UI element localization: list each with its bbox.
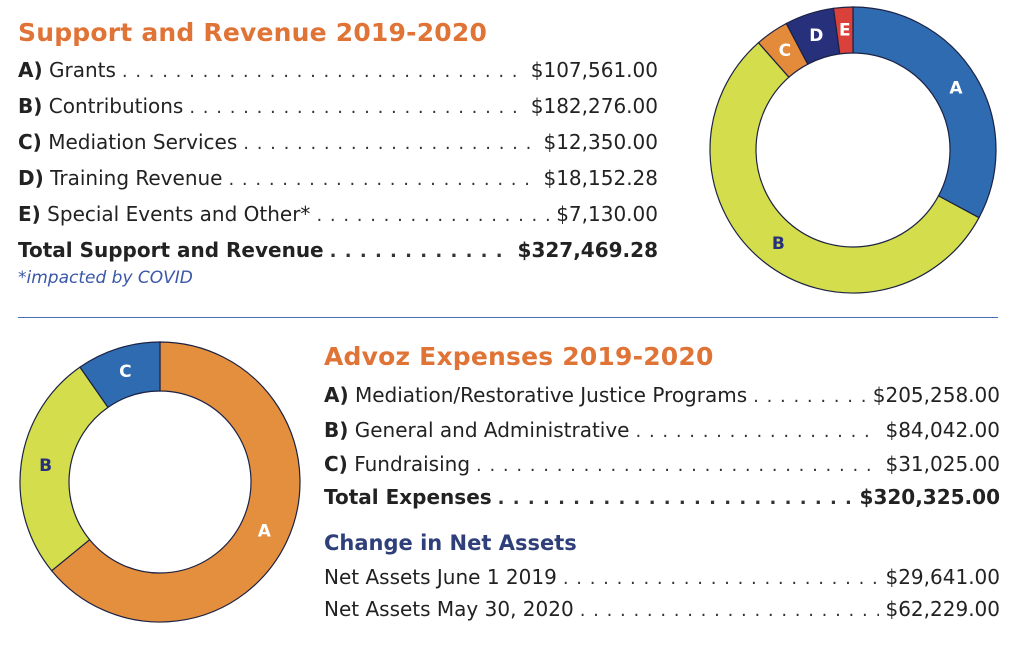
revenue-slice-label-b: B <box>772 234 785 254</box>
revenue-value: $7,130.00 <box>556 202 658 226</box>
revenue-label: Mediation Services <box>48 130 238 154</box>
leader-dots <box>580 600 880 621</box>
leader-dots <box>498 488 854 509</box>
leader-dots <box>189 97 524 118</box>
covid-note: *impacted by COVID <box>18 268 193 288</box>
leader-dots <box>476 455 879 476</box>
leader-dots <box>243 133 537 154</box>
expense-label: Fundraising <box>354 452 471 476</box>
leader-dots <box>228 169 537 190</box>
net-assets-title: Change in Net Assets <box>324 531 577 555</box>
net-assets-row-start: Net Assets June 1 2019 $29,641.00 <box>324 565 1000 589</box>
revenue-row-c: C) Mediation Services $12,350.00 <box>18 130 658 154</box>
revenue-row-a: A) Grants $107,561.00 <box>18 58 658 82</box>
revenue-value: $107,561.00 <box>530 58 658 82</box>
expense-key: B) <box>324 418 349 442</box>
leader-dots <box>316 205 550 226</box>
expenses-slice-c <box>79 341 161 409</box>
revenue-key: E) <box>18 202 41 226</box>
leader-dots <box>753 386 867 407</box>
revenue-slice-label-d: D <box>809 26 823 46</box>
expenses-slice-a <box>50 341 301 623</box>
expenses-slice-b <box>19 366 109 572</box>
expense-value: $31,025.00 <box>885 452 1000 476</box>
net-assets-label: Net Assets June 1 2019 <box>324 565 557 589</box>
revenue-label: Contributions <box>48 94 184 118</box>
revenue-row-d: D) Training Revenue $18,152.28 <box>18 166 658 190</box>
expense-row-c: C) Fundraising $31,025.00 <box>324 452 1000 476</box>
section-divider <box>18 317 998 318</box>
expenses-donut-chart: A B C <box>19 341 301 623</box>
revenue-label: Training Revenue <box>50 166 223 190</box>
revenue-value: $12,350.00 <box>543 130 658 154</box>
revenue-slice-b <box>709 41 980 294</box>
revenue-slice-a <box>852 6 997 219</box>
revenue-donut-chart: A B CD E <box>709 6 997 294</box>
expense-label: Mediation/Restorative Justice Programs <box>354 383 748 407</box>
expenses-slice-label-a: A <box>258 521 272 541</box>
revenue-total-label: Total Support and Revenue <box>18 238 324 262</box>
expenses-total-row: Total Expenses $320,325.00 <box>324 485 1000 509</box>
revenue-key: D) <box>18 166 44 190</box>
expenses-title: Advoz Expenses 2019-2020 <box>324 342 714 371</box>
net-assets-value: $62,229.00 <box>885 597 1000 621</box>
expense-key: C) <box>324 452 348 476</box>
leader-dots <box>563 568 880 589</box>
expense-row-b: B) General and Administrative $84,042.00 <box>324 418 1000 442</box>
expense-label: General and Administrative <box>354 418 630 442</box>
net-assets-row-end: Net Assets May 30, 2020 $62,229.00 <box>324 597 1000 621</box>
revenue-total-row: Total Support and Revenue $327,469.28 <box>18 238 658 262</box>
revenue-key: A) <box>18 58 43 82</box>
leader-dots <box>122 61 525 82</box>
expenses-total-label: Total Expenses <box>324 485 492 509</box>
revenue-row-b: B) Contributions $182,276.00 <box>18 94 658 118</box>
net-assets-label: Net Assets May 30, 2020 <box>324 597 574 621</box>
expenses-slice-label-b: B <box>39 456 52 476</box>
revenue-label: Special Events and Other* <box>47 202 311 226</box>
revenue-row-e: E) Special Events and Other* $7,130.00 <box>18 202 658 226</box>
expense-value: $205,258.00 <box>872 383 1000 407</box>
revenue-slice-label-c: C <box>779 41 791 61</box>
expenses-slice-label-c: C <box>119 362 131 382</box>
revenue-title: Support and Revenue 2019-2020 <box>18 18 488 47</box>
revenue-slice-label-e: E <box>839 20 851 40</box>
leader-dots <box>330 241 512 262</box>
expenses-total-value: $320,325.00 <box>859 485 1000 509</box>
revenue-key: C) <box>18 130 42 154</box>
revenue-slice-e <box>832 6 854 55</box>
revenue-slice-label-a: A <box>949 78 963 98</box>
revenue-label: Grants <box>48 58 116 82</box>
expense-value: $84,042.00 <box>885 418 1000 442</box>
expense-key: A) <box>324 383 349 407</box>
revenue-key: B) <box>18 94 43 118</box>
net-assets-value: $29,641.00 <box>885 565 1000 589</box>
leader-dots <box>636 421 880 442</box>
revenue-total-value: $327,469.28 <box>517 238 658 262</box>
revenue-value: $18,152.28 <box>543 166 658 190</box>
expense-row-a: A) Mediation/Restorative Justice Program… <box>324 383 1000 407</box>
revenue-value: $182,276.00 <box>530 94 658 118</box>
